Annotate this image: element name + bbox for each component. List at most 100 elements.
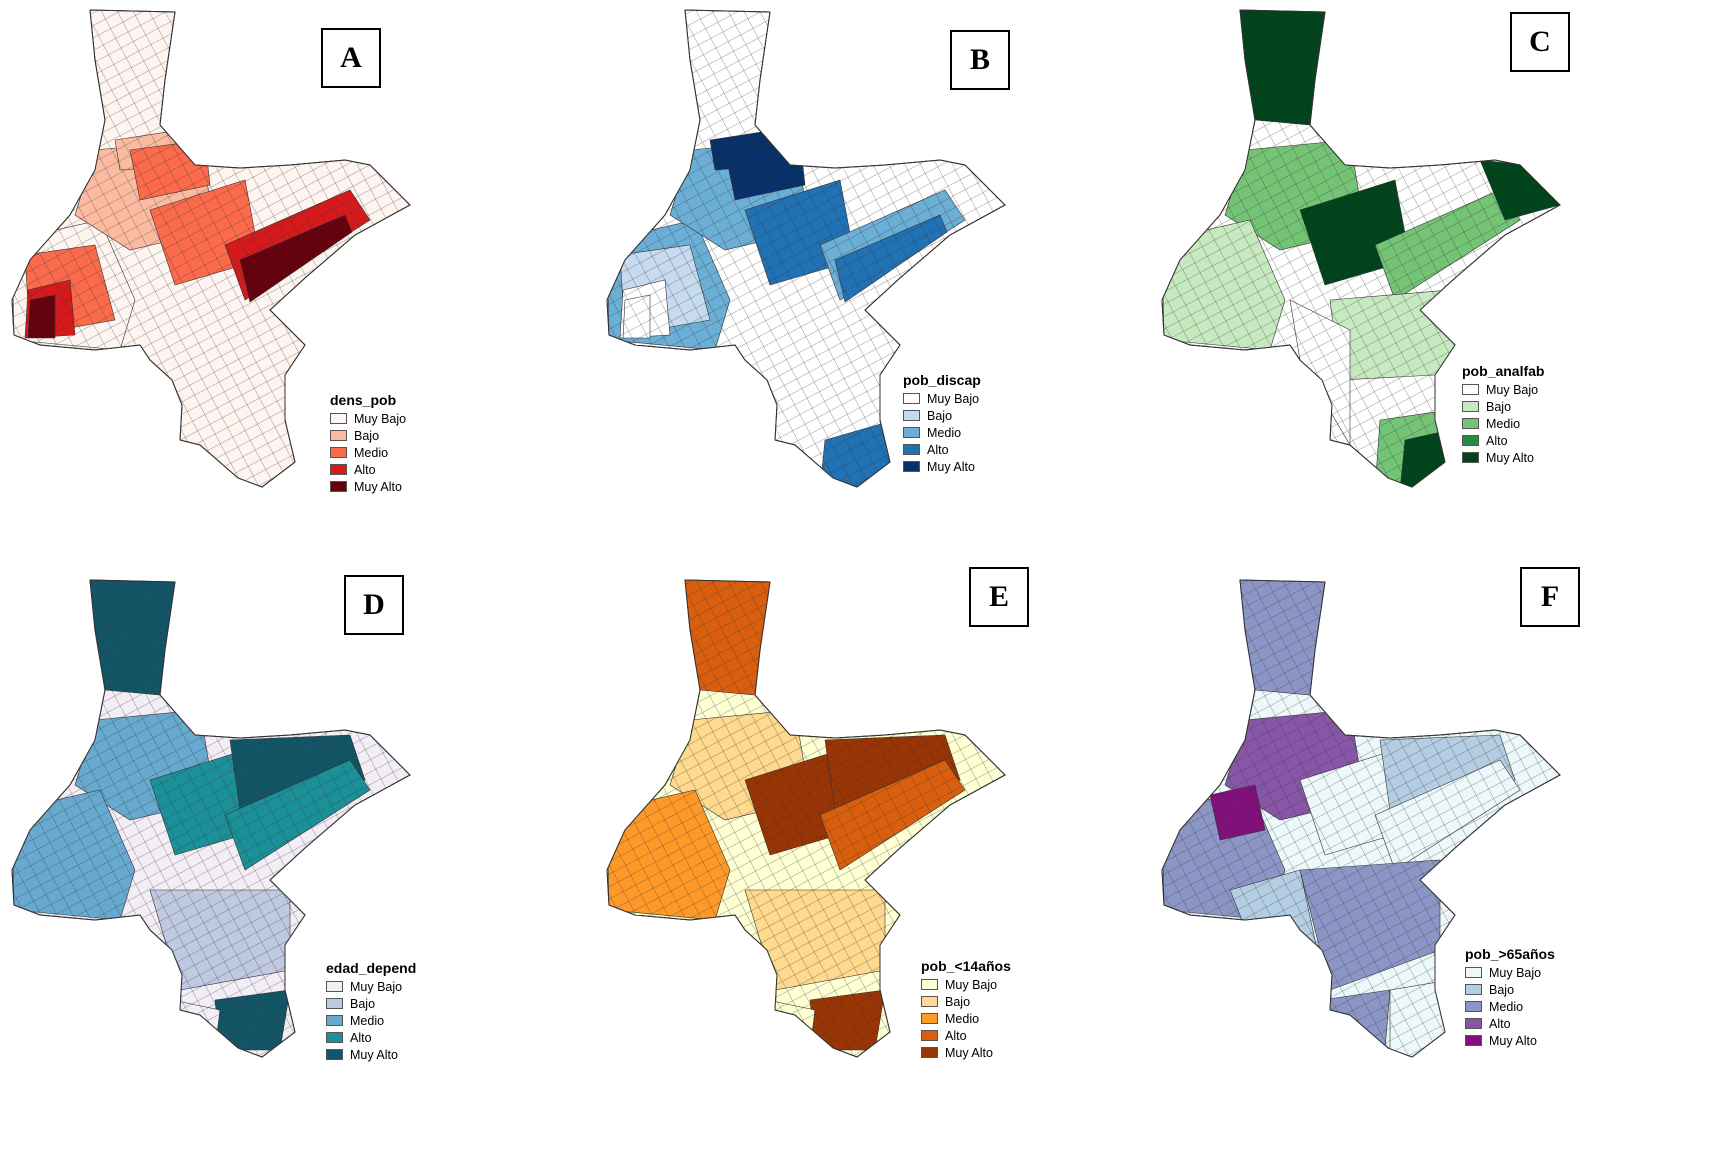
- legend-swatch: [1462, 384, 1479, 395]
- legend-item: Alto: [903, 441, 981, 458]
- legend-label: Alto: [927, 442, 949, 457]
- legend-swatch: [903, 410, 920, 421]
- legend-label: Medio: [1489, 999, 1524, 1014]
- legend: edad_depend Muy Bajo Bajo Medio Alto Muy…: [326, 960, 416, 1063]
- block-grid: [1162, 10, 1560, 487]
- city-outline-stroke: [1161, 579, 1561, 1058]
- city-outline-stroke: [606, 9, 1006, 488]
- legend-swatch: [1465, 1035, 1482, 1046]
- districts-group: [12, 10, 410, 487]
- legend-label: Bajo: [1486, 399, 1512, 414]
- legend-item: Alto: [921, 1027, 1011, 1044]
- legend-label: Bajo: [1489, 982, 1515, 997]
- legend-label: Muy Alto: [354, 479, 402, 494]
- legend: dens_pob Muy Bajo Bajo Medio Alto Muy Al…: [330, 392, 406, 495]
- legend-item: Bajo: [903, 407, 981, 424]
- legend-swatch: [903, 393, 920, 404]
- legend-label: Alto: [354, 462, 376, 477]
- legend-swatch: [326, 1015, 343, 1026]
- legend-item: Medio: [326, 1012, 416, 1029]
- panel-letter: F: [1520, 567, 1580, 627]
- legend-item: Muy Alto: [1465, 1032, 1555, 1049]
- city-outline-stroke: [1161, 9, 1561, 488]
- legend-swatch: [921, 1030, 938, 1041]
- map-panel-a: A dens_pob Muy Bajo Bajo Medio Alto Muy …: [0, 0, 577, 588]
- legend-label: Muy Alto: [945, 1045, 993, 1060]
- legend-title: pob_<14años: [921, 958, 1011, 974]
- panel-letter: B: [950, 30, 1010, 90]
- legend-label: Bajo: [927, 408, 953, 423]
- legend-swatch: [1465, 1001, 1482, 1012]
- panel-letter: D: [344, 575, 404, 635]
- legend-swatch: [921, 996, 938, 1007]
- legend-swatch: [1462, 435, 1479, 446]
- legend-title: pob_>65años: [1465, 946, 1555, 962]
- legend-title: pob_analfab: [1462, 363, 1545, 379]
- legend-item: Bajo: [1465, 981, 1555, 998]
- legend-swatch: [903, 427, 920, 438]
- legend-label: Muy Alto: [927, 459, 975, 474]
- legend-item: Muy Alto: [330, 478, 406, 495]
- legend-swatch: [1465, 967, 1482, 978]
- map-panel-d: D edad_depend Muy Bajo Bajo Medio Alto M…: [0, 570, 577, 1158]
- districts-group: [607, 10, 1005, 487]
- legend-label: Bajo: [945, 994, 971, 1009]
- city-outline-stroke: [11, 9, 411, 488]
- map-panel-c: C pob_analfab Muy Bajo Bajo Medio Alto M…: [1150, 0, 1727, 588]
- legend-item: Alto: [1465, 1015, 1555, 1032]
- legend-item: Medio: [903, 424, 981, 441]
- legend-swatch: [330, 464, 347, 475]
- choropleth-map-f: [1161, 579, 1561, 1058]
- legend-label: Alto: [1489, 1016, 1511, 1031]
- legend-swatch: [921, 1047, 938, 1058]
- legend-item: Medio: [921, 1010, 1011, 1027]
- choropleth-map-e: [606, 579, 1006, 1058]
- legend: pob_<14años Muy Bajo Bajo Medio Alto Muy…: [921, 958, 1011, 1061]
- legend-swatch: [326, 1032, 343, 1043]
- legend-label: Bajo: [350, 996, 376, 1011]
- legend-item: Muy Alto: [921, 1044, 1011, 1061]
- legend-swatch: [330, 413, 347, 424]
- panel-letter: C: [1510, 12, 1570, 72]
- legend-title: pob_discap: [903, 372, 981, 388]
- legend-label: Alto: [945, 1028, 967, 1043]
- legend-swatch: [903, 444, 920, 455]
- legend-label: Muy Bajo: [1486, 382, 1539, 397]
- legend-item: Bajo: [921, 993, 1011, 1010]
- legend-item: Muy Bajo: [1465, 964, 1555, 981]
- legend-label: Alto: [1486, 433, 1508, 448]
- legend-item: Alto: [1462, 432, 1544, 449]
- legend-item: Muy Bajo: [903, 390, 981, 407]
- city-outline-stroke: [11, 579, 411, 1058]
- legend-swatch: [1462, 452, 1479, 463]
- legend-item: Muy Alto: [903, 458, 981, 475]
- legend-swatch: [330, 481, 347, 492]
- legend-swatch: [1465, 984, 1482, 995]
- legend-item: Medio: [1465, 998, 1555, 1015]
- legend-label: Muy Alto: [1489, 1033, 1537, 1048]
- choropleth-map-a: [11, 9, 411, 488]
- legend: pob_discap Muy Bajo Bajo Medio Alto Muy …: [903, 372, 981, 475]
- legend-label: Muy Alto: [350, 1047, 398, 1062]
- legend-item: Bajo: [1462, 398, 1544, 415]
- legend-item: Muy Bajo: [330, 410, 406, 427]
- map-panel-f: F pob_>65años Muy Bajo Bajo Medio Alto M…: [1150, 567, 1727, 1158]
- legend-item: Bajo: [330, 427, 406, 444]
- block-grid: [12, 10, 410, 487]
- block-grid: [12, 580, 410, 1057]
- legend-swatch: [921, 1013, 938, 1024]
- legend-swatch: [326, 981, 343, 992]
- districts-group: [1162, 580, 1560, 1057]
- legend-title: edad_depend: [326, 960, 417, 976]
- legend-item: Muy Alto: [326, 1046, 416, 1063]
- block-grid: [607, 10, 1005, 487]
- legend-label: Medio: [945, 1011, 980, 1026]
- legend-swatch: [903, 461, 920, 472]
- legend-label: Muy Alto: [1486, 450, 1534, 465]
- legend-swatch: [330, 430, 347, 441]
- districts-group: [607, 580, 1005, 1057]
- block-grid: [1162, 580, 1560, 1057]
- legend: pob_>65años Muy Bajo Bajo Medio Alto Muy…: [1465, 946, 1555, 1049]
- panel-letter: A: [321, 28, 381, 88]
- legend-title: dens_pob: [330, 392, 397, 408]
